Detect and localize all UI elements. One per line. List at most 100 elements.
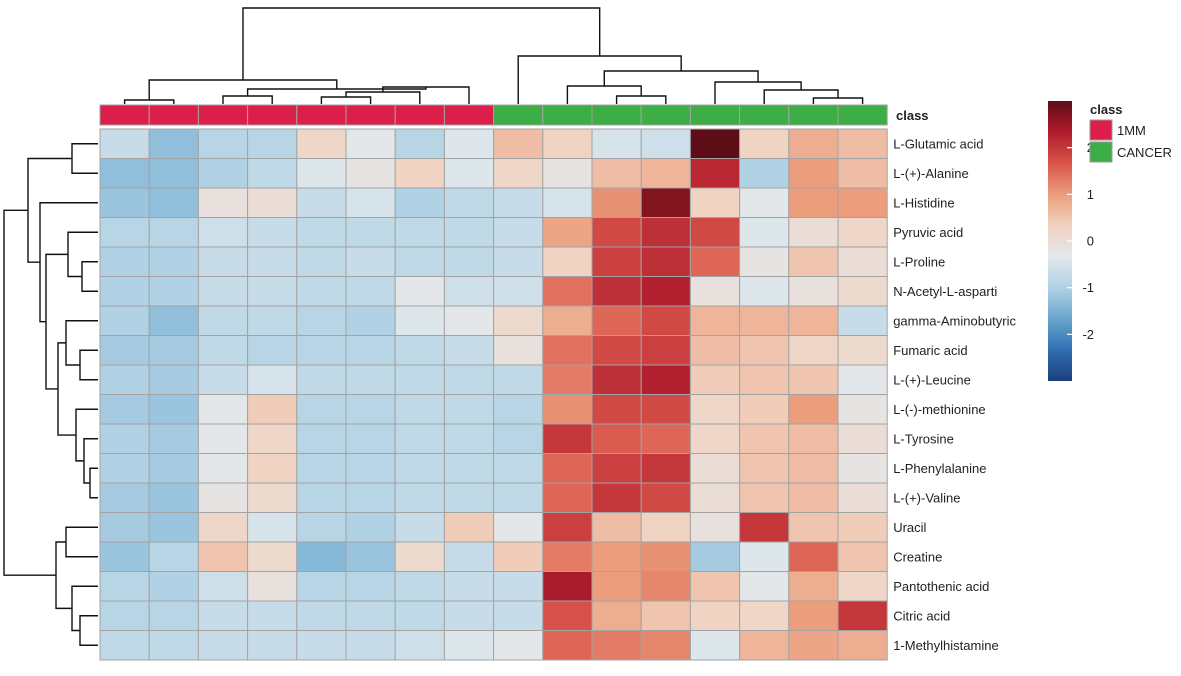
heatmap-cell (739, 600, 790, 631)
column-dendrogram (123, 7, 864, 104)
heatmap-cell (345, 128, 396, 159)
heatmap-cell (837, 600, 888, 631)
heatmap-cell (99, 335, 150, 366)
heatmap-cell (739, 423, 790, 454)
heatmap-cell (739, 541, 790, 572)
heatmap-cell (689, 423, 741, 454)
class-legend-swatch (1089, 119, 1113, 141)
row-label: Citric acid (893, 608, 950, 623)
heatmap-cell (394, 453, 445, 484)
heatmap-cell (788, 630, 839, 661)
heatmap-cell (296, 158, 347, 189)
heatmap-cell (493, 187, 544, 218)
heatmap-cell (443, 600, 495, 631)
heatmap-cell (247, 364, 298, 395)
heatmap-cell (788, 305, 839, 336)
heatmap-cell (542, 482, 593, 513)
heatmap-cell (493, 482, 544, 513)
heatmap-cell (99, 600, 150, 631)
heatmap-cell (542, 158, 593, 189)
heatmap-cell (148, 246, 199, 277)
heatmap-cell (689, 600, 741, 631)
heatmap-cell (493, 217, 544, 248)
heatmap-cell (394, 305, 445, 336)
heatmap-cell (493, 364, 544, 395)
heatmap-cell (837, 512, 888, 543)
heatmap-cell (443, 305, 495, 336)
heatmap-cell (394, 482, 445, 513)
row-label: L-(-)-methionine (893, 402, 985, 417)
heatmap-cell (640, 512, 691, 543)
heatmap-cell (394, 158, 445, 189)
heatmap-cell (296, 305, 347, 336)
dendrogram-branch (3, 209, 56, 576)
heatmap-cell (99, 276, 150, 307)
heatmap-cell (394, 423, 445, 454)
row-label: Uracil (893, 520, 926, 535)
heatmap-cell (739, 394, 790, 425)
heatmap-cell (788, 512, 839, 543)
class-bar-cell (542, 104, 593, 126)
heatmap-cell (394, 630, 445, 661)
heatmap-cell (640, 482, 691, 513)
heatmap-cell (542, 187, 593, 218)
class-bar-cell (443, 104, 495, 126)
heatmap-cell (99, 305, 150, 336)
heatmap-cell (493, 158, 544, 189)
heatmap-cell (394, 512, 445, 543)
heatmap-cell (197, 541, 249, 572)
heatmap-cell (640, 394, 691, 425)
heatmap-cell (296, 394, 347, 425)
heatmap-cell (640, 158, 691, 189)
heatmap-cell (739, 276, 790, 307)
heatmap-cell (345, 394, 396, 425)
heatmap-cells (99, 128, 888, 661)
heatmap-cell (640, 128, 691, 159)
heatmap-cell (542, 276, 593, 307)
row-labels: L-Glutamic acid L-(+)-Alanine L-Histidine P… (893, 136, 1016, 653)
heatmap-cell (542, 541, 593, 572)
class-bar-cell (788, 104, 839, 126)
heatmap-cell (296, 453, 347, 484)
heatmap-cell (296, 630, 347, 661)
class-bar-cell (296, 104, 347, 126)
heatmap-cell (148, 512, 199, 543)
heatmap-cell (542, 453, 593, 484)
heatmap-cell (591, 482, 642, 513)
heatmap-cell (788, 423, 839, 454)
row-label: Pyruvic acid (893, 225, 963, 240)
heatmap-cell (247, 276, 298, 307)
heatmap-cell (640, 453, 691, 484)
heatmap-cell (345, 217, 396, 248)
class-annotation-bar (99, 104, 888, 126)
class-bar-cell (837, 104, 888, 126)
heatmap-cell (788, 394, 839, 425)
heatmap-cell (689, 630, 741, 661)
heatmap-cell (197, 512, 249, 543)
color-scale-tick-label: 0 (1087, 234, 1094, 249)
heatmap-cell (296, 541, 347, 572)
dendrogram-branch (27, 157, 72, 263)
heatmap-cell (493, 512, 544, 543)
color-scale-tick-label: -1 (1082, 280, 1094, 295)
dendrogram-branch (79, 349, 98, 381)
class-bar-title: class (896, 108, 929, 123)
heatmap-cell (394, 541, 445, 572)
heatmap-cell (739, 335, 790, 366)
heatmap-cell (148, 571, 199, 602)
heatmap-cell (247, 187, 298, 218)
heatmap-cell (197, 128, 249, 159)
heatmap-cell (296, 246, 347, 277)
class-bar-cell (591, 104, 642, 126)
heatmap-cell (788, 217, 839, 248)
heatmap-cell (394, 394, 445, 425)
heatmap-cell (247, 394, 298, 425)
heatmap-cell (788, 453, 839, 484)
heatmap-cell (197, 364, 249, 395)
heatmap-cell (542, 217, 593, 248)
heatmap-cell (640, 600, 691, 631)
dendrogram-branch (57, 342, 76, 436)
class-legend-swatch (1089, 141, 1113, 163)
heatmap-cell (493, 453, 544, 484)
heatmap-cell (99, 482, 150, 513)
